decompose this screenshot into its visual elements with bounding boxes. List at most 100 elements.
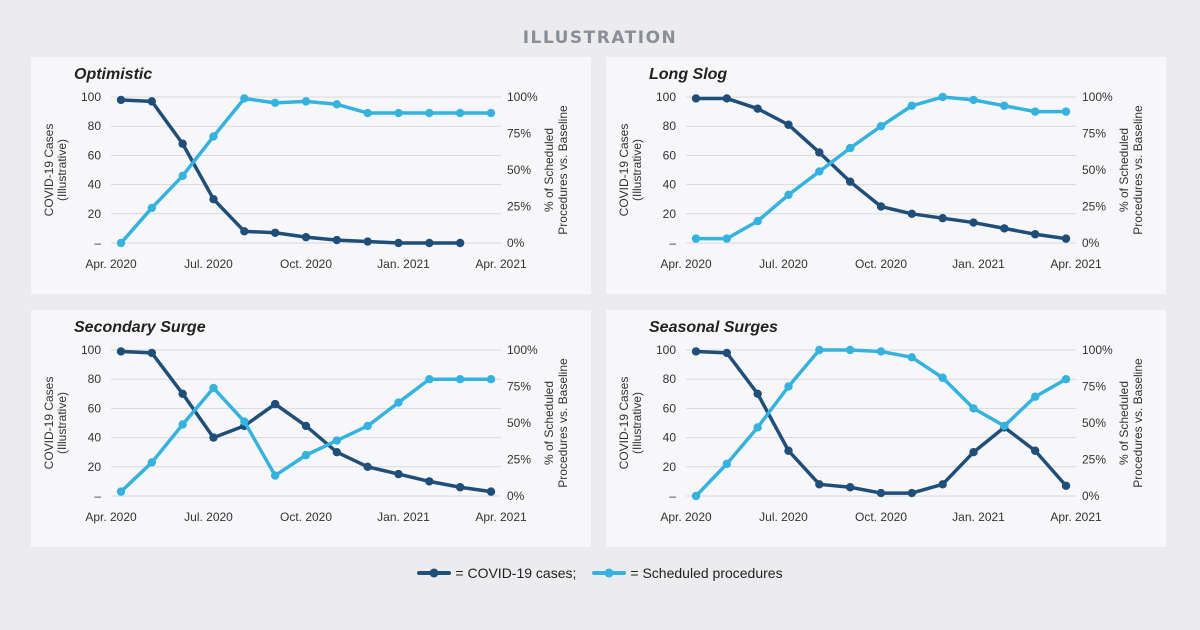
data-point-cases bbox=[240, 227, 249, 236]
data-point-cases bbox=[425, 477, 434, 486]
y-tick-label: 20 bbox=[88, 207, 102, 221]
y2-tick-label: 50% bbox=[507, 163, 531, 177]
y-tick-label: 80 bbox=[663, 119, 677, 133]
x-tick-label: Jan. 2021 bbox=[377, 510, 430, 524]
data-point-procedures bbox=[332, 436, 342, 445]
chart-svg: – 20 40 60 80 100 0% 25% 50% 75% 100% Apr. 2020 Jul.… bbox=[617, 343, 1145, 524]
x-tick-label: Jan. 2021 bbox=[377, 257, 430, 271]
chart-panel-optimistic: Optimistic – 20 40 60 80 100 0% 25% 50% 75% 100% Ap… bbox=[31, 57, 591, 294]
data-point-procedures bbox=[270, 471, 280, 480]
y2-tick-label: 50% bbox=[507, 416, 531, 430]
y-axis-label: COVID-19 Cases(Illustrative) bbox=[617, 377, 644, 470]
data-point-procedures bbox=[753, 216, 762, 226]
data-point-procedures bbox=[363, 421, 372, 431]
y-tick-label: 40 bbox=[88, 178, 102, 192]
data-point-cases bbox=[270, 399, 280, 409]
chart-title: Long Slog bbox=[649, 66, 728, 83]
data-point-procedures bbox=[907, 353, 917, 362]
data-point-procedures bbox=[753, 423, 762, 432]
chart-svg: – 20 40 60 80 100 0% 25% 50% 75% 100% Apr. 2020 Jul.… bbox=[42, 90, 570, 271]
y-tick-label: – bbox=[94, 236, 101, 250]
data-point-cases bbox=[394, 469, 403, 479]
data-point-cases bbox=[147, 97, 157, 106]
data-point-cases bbox=[332, 448, 342, 457]
x-tick-label: Apr. 2020 bbox=[85, 510, 137, 524]
data-point-cases bbox=[270, 228, 280, 237]
data-point-procedures bbox=[938, 92, 947, 102]
legend-label-procedures: = Scheduled procedures bbox=[630, 565, 783, 581]
legend-item-cases: = COVID-19 cases; bbox=[417, 565, 576, 581]
data-point-cases bbox=[209, 433, 218, 442]
data-point-cases bbox=[301, 421, 311, 431]
data-point-procedures bbox=[784, 190, 793, 200]
x-tick-label: Jan. 2021 bbox=[952, 257, 1005, 271]
data-point-procedures bbox=[301, 450, 311, 460]
y2-tick-label: 0% bbox=[1082, 236, 1100, 250]
y-tick-label: 20 bbox=[663, 460, 677, 474]
chart-svg: – 20 40 60 80 100 0% 25% 50% 75% 100% Apr. 2020 Jul.… bbox=[42, 343, 570, 524]
data-point-cases bbox=[784, 120, 793, 129]
y2-tick-label: 50% bbox=[1082, 416, 1106, 430]
data-point-procedures bbox=[209, 132, 218, 141]
chart-panel-seasonal-surges: Seasonal Surges – 20 40 60 80 100 0% 25% 50% 75% 1… bbox=[606, 310, 1166, 547]
data-point-procedures bbox=[691, 234, 701, 243]
data-point-procedures bbox=[394, 398, 403, 407]
data-point-cases bbox=[691, 347, 701, 356]
series-line-cases bbox=[120, 349, 492, 494]
y-tick-label: 60 bbox=[663, 401, 677, 415]
y-axis-label: COVID-19 Cases(Illustrative) bbox=[617, 124, 644, 217]
x-tick-label: Jul. 2020 bbox=[759, 510, 808, 524]
y-tick-label: 40 bbox=[663, 431, 677, 445]
data-point-procedures bbox=[178, 420, 187, 429]
data-point-cases bbox=[363, 462, 372, 471]
y-tick-label: – bbox=[669, 489, 676, 503]
data-point-procedures bbox=[147, 458, 157, 467]
data-point-cases bbox=[209, 195, 218, 204]
data-point-procedures bbox=[907, 101, 917, 110]
legend: = COVID-19 cases; = Scheduled procedures bbox=[0, 565, 1200, 581]
y2-tick-label: 75% bbox=[507, 380, 531, 394]
y-tick-label: – bbox=[669, 236, 676, 250]
data-point-procedures bbox=[147, 203, 157, 213]
chart-panel-long-slog: Long Slog – 20 40 60 80 100 0% 25% 50% 75% 100% Apr… bbox=[606, 57, 1166, 294]
data-point-procedures bbox=[845, 143, 855, 153]
data-point-cases bbox=[332, 235, 342, 245]
x-tick-label: Oct. 2020 bbox=[280, 510, 332, 524]
data-point-cases bbox=[1061, 234, 1071, 243]
y2-tick-label: 25% bbox=[1082, 200, 1106, 214]
data-point-cases bbox=[455, 238, 465, 248]
y-tick-label: 80 bbox=[88, 119, 102, 133]
data-point-procedures bbox=[425, 375, 434, 384]
data-point-procedures bbox=[1061, 107, 1071, 116]
y-tick-label: 60 bbox=[88, 148, 102, 162]
data-point-procedures bbox=[1030, 392, 1040, 401]
data-point-cases bbox=[178, 139, 187, 148]
y2-axis-label: % of ScheduledProcedures vs. Baseline bbox=[542, 358, 570, 488]
data-point-procedures bbox=[270, 98, 280, 108]
data-point-procedures bbox=[1000, 421, 1009, 431]
data-point-cases bbox=[1030, 230, 1040, 239]
data-point-procedures bbox=[116, 238, 126, 248]
data-point-cases bbox=[938, 213, 947, 223]
y2-tick-label: 100% bbox=[507, 90, 538, 104]
data-point-procedures bbox=[486, 108, 496, 118]
data-point-cases bbox=[1000, 224, 1009, 233]
data-point-cases bbox=[815, 480, 824, 489]
data-point-cases bbox=[969, 448, 978, 457]
data-point-cases bbox=[394, 238, 403, 248]
x-tick-label: Apr. 2020 bbox=[660, 510, 712, 524]
y2-tick-label: 75% bbox=[1082, 380, 1106, 394]
data-point-procedures bbox=[876, 347, 886, 356]
chart-title: Optimistic bbox=[74, 66, 153, 83]
y2-tick-label: 25% bbox=[507, 453, 531, 467]
y2-tick-label: 25% bbox=[507, 200, 531, 214]
data-point-cases bbox=[116, 95, 126, 105]
y2-tick-label: 100% bbox=[1082, 90, 1113, 104]
legend-swatch-cases bbox=[417, 568, 452, 578]
series-line-procedures bbox=[696, 95, 1066, 241]
data-point-cases bbox=[969, 218, 978, 227]
data-point-procedures bbox=[425, 108, 434, 118]
data-point-cases bbox=[815, 148, 824, 157]
data-point-cases bbox=[301, 232, 311, 242]
data-point-procedures bbox=[691, 491, 701, 501]
